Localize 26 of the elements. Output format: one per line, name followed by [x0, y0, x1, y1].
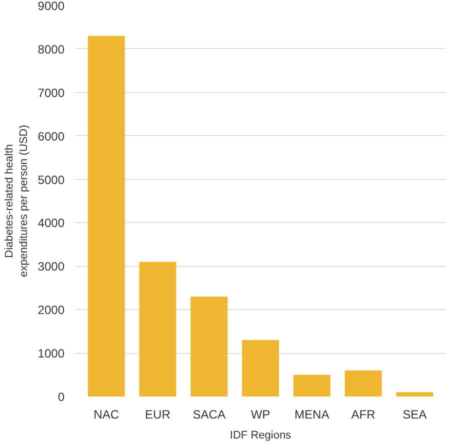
y-tick-label: 7000: [38, 86, 65, 100]
x-axis-title: IDF Regions: [230, 430, 292, 442]
y-tick-label: 9000: [38, 0, 65, 13]
y-tick-label: 4000: [38, 216, 65, 230]
x-tick-label: AFR: [351, 408, 376, 422]
y-tick-label: 0: [58, 390, 65, 404]
y-axis-title: Diabetes-related health expenditures per person (USD): [3, 124, 30, 278]
bar: [396, 392, 434, 396]
x-tick-label: WP: [250, 408, 270, 422]
y-tick-label: 8000: [38, 42, 65, 56]
x-tick-label: MENA: [294, 408, 330, 422]
y-tick-label: 2000: [38, 303, 65, 318]
x-tick-label: NAC: [94, 408, 120, 422]
y-tick-label: 5000: [38, 172, 65, 187]
y-tick-label: 1000: [38, 346, 65, 361]
bar: [344, 370, 382, 396]
bar: [190, 296, 228, 396]
bar: [88, 36, 125, 396]
bar: [139, 262, 176, 396]
x-tick-label: EUR: [145, 408, 171, 422]
x-tick-label: SEA: [402, 408, 427, 422]
y-tick-label: 3000: [38, 260, 65, 274]
x-tick-label: SACA: [192, 408, 226, 422]
bar: [242, 340, 279, 396]
bar: [293, 374, 330, 396]
y-tick-label: 6000: [38, 129, 65, 144]
